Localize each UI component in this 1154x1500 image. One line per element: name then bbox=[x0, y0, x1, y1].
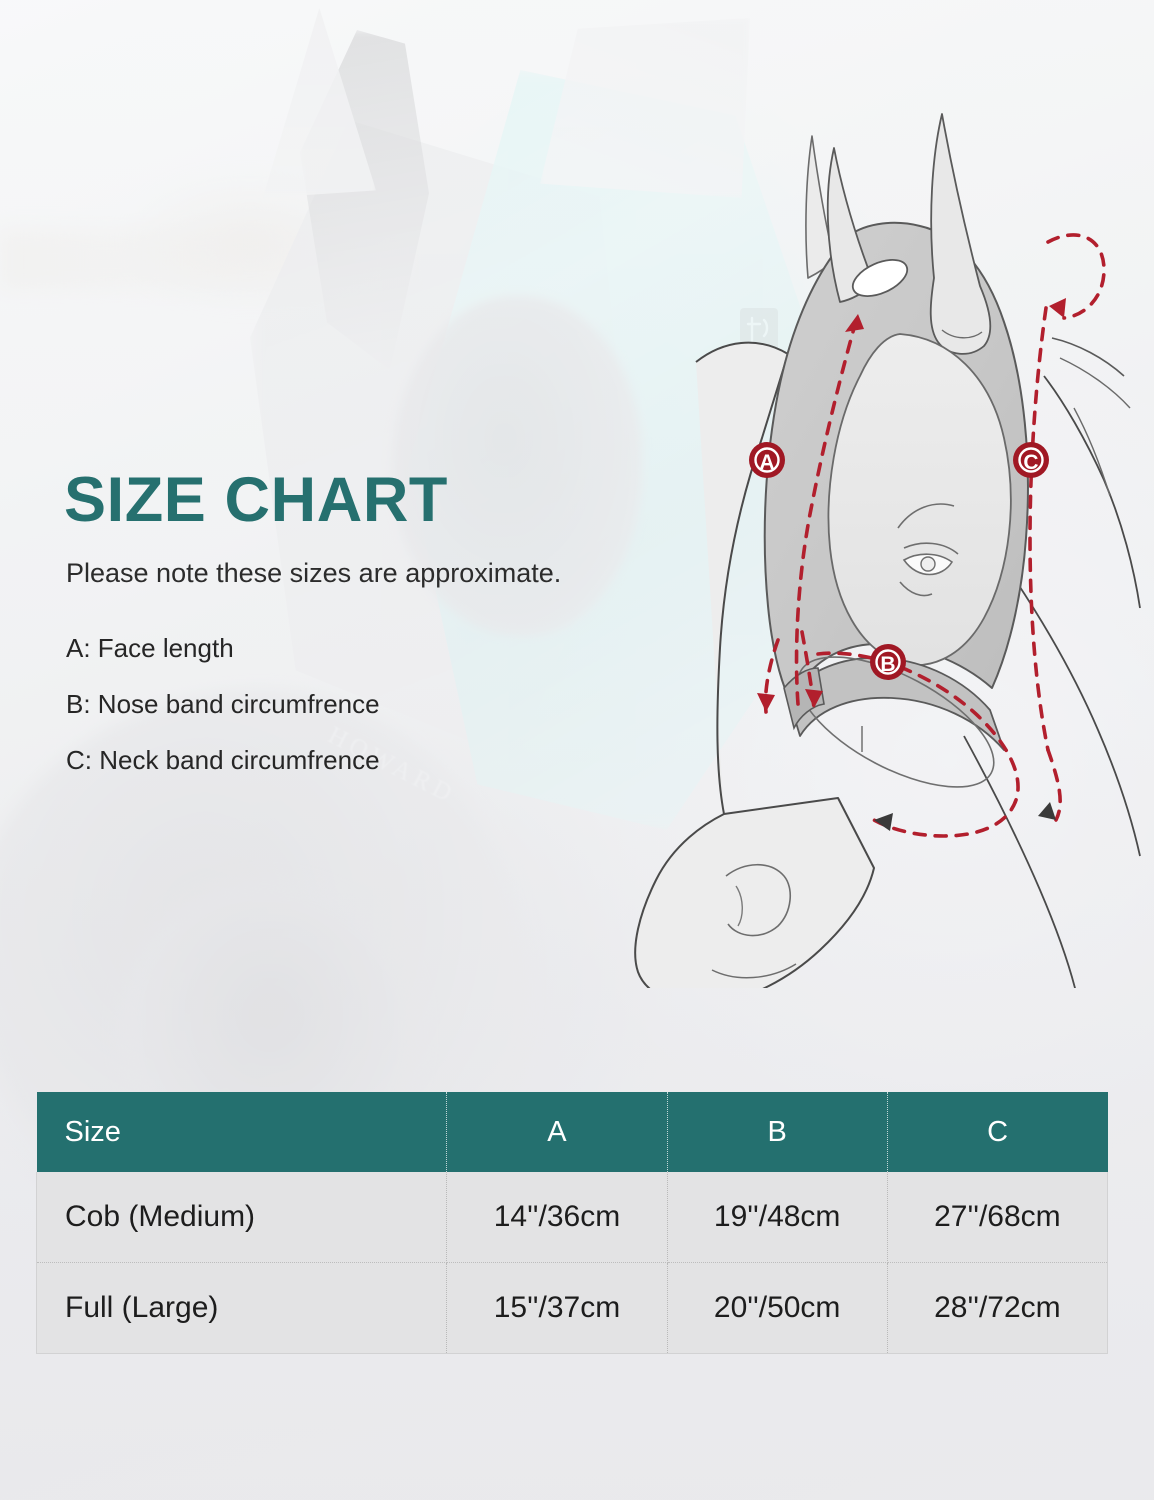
mask-ear-pocket-left bbox=[826, 147, 875, 303]
horse-head-outline bbox=[695, 341, 789, 815]
cell-cob-a: 14''/36cm bbox=[446, 1172, 668, 1263]
measurement-arrow-b-2 bbox=[757, 693, 775, 712]
size-table: Size A B C Cob (Medium) 14''/36cm 19''/4… bbox=[35, 1092, 1109, 1354]
legend-item-b: B: Nose band circumfrence bbox=[66, 689, 380, 720]
cell-size-cob: Cob (Medium) bbox=[35, 1172, 448, 1263]
measurement-arrow-b-1 bbox=[805, 689, 823, 708]
brand-logo-watermark bbox=[740, 308, 778, 352]
measurement-arrow-c-2 bbox=[1038, 802, 1056, 820]
measurement-legend: A: Face length B: Nose band circumfrence… bbox=[66, 635, 561, 773]
legend-item-c: C: Neck band circumfrence bbox=[66, 745, 380, 776]
horse-lip-line bbox=[711, 963, 797, 979]
column-header-a: A bbox=[446, 1092, 668, 1172]
table-header-row: Size A B C bbox=[36, 1092, 1108, 1172]
forelock-hole bbox=[851, 259, 909, 297]
marker-b: B bbox=[870, 644, 906, 680]
marker-c: C bbox=[1013, 442, 1049, 478]
cell-cob-b: 19''/48cm bbox=[667, 1172, 888, 1263]
cell-size-full: Full (Large) bbox=[35, 1262, 448, 1354]
legend-item-a: A: Face length bbox=[66, 633, 234, 664]
svg-text:A: A bbox=[759, 451, 774, 474]
horse-jaw-line bbox=[1013, 577, 1141, 857]
cell-full-b: 20''/50cm bbox=[667, 1262, 888, 1354]
horse-ear-left-outline bbox=[805, 135, 835, 279]
svg-text:B: B bbox=[880, 653, 895, 676]
horse-muzzle-outline bbox=[634, 797, 875, 988]
measurement-line-c bbox=[1028, 233, 1106, 822]
cell-cob-c: 27''/68cm bbox=[887, 1172, 1109, 1263]
page-title: SIZE CHART bbox=[64, 465, 448, 535]
column-header-c: C bbox=[887, 1092, 1108, 1172]
marker-a: A bbox=[749, 442, 785, 478]
table-row: Full (Large) 15''/37cm 20''/50cm 28''/72… bbox=[35, 1262, 1109, 1354]
measurement-line-a bbox=[794, 312, 860, 706]
fly-mask-diagram: A B bbox=[612, 108, 1154, 988]
horse-nostril-inner bbox=[735, 885, 743, 927]
table-row: Cob (Medium) 14''/36cm 19''/48cm 27''/68… bbox=[35, 1172, 1109, 1263]
horse-eye bbox=[897, 503, 959, 597]
horse-neck-line-2 bbox=[1073, 407, 1111, 497]
horse-mane-wisp-2 bbox=[1059, 357, 1131, 409]
horse-nostril-line bbox=[725, 864, 791, 937]
measurement-arrow-c bbox=[1049, 298, 1066, 318]
svg-text:C: C bbox=[1023, 451, 1038, 474]
mask-ear-pocket-right-inner bbox=[941, 329, 983, 339]
cell-full-c: 28''/72cm bbox=[887, 1262, 1109, 1354]
measurement-arrow-b-3 bbox=[874, 813, 893, 831]
horse-neck-line-1 bbox=[1043, 375, 1141, 609]
column-header-b: B bbox=[667, 1092, 888, 1172]
heading-block: SIZE CHART Please note these sizes are a… bbox=[64, 465, 562, 774]
page-subtitle: Please note these sizes are approximate. bbox=[66, 558, 562, 589]
horse-mane-wisp-1 bbox=[1051, 337, 1125, 377]
mask-ear-pocket-right bbox=[929, 113, 992, 355]
horse-throat-line bbox=[963, 735, 1076, 988]
column-header-size: Size bbox=[36, 1092, 448, 1172]
measurement-arrow-a bbox=[845, 314, 864, 332]
cell-full-a: 15''/37cm bbox=[446, 1262, 668, 1354]
